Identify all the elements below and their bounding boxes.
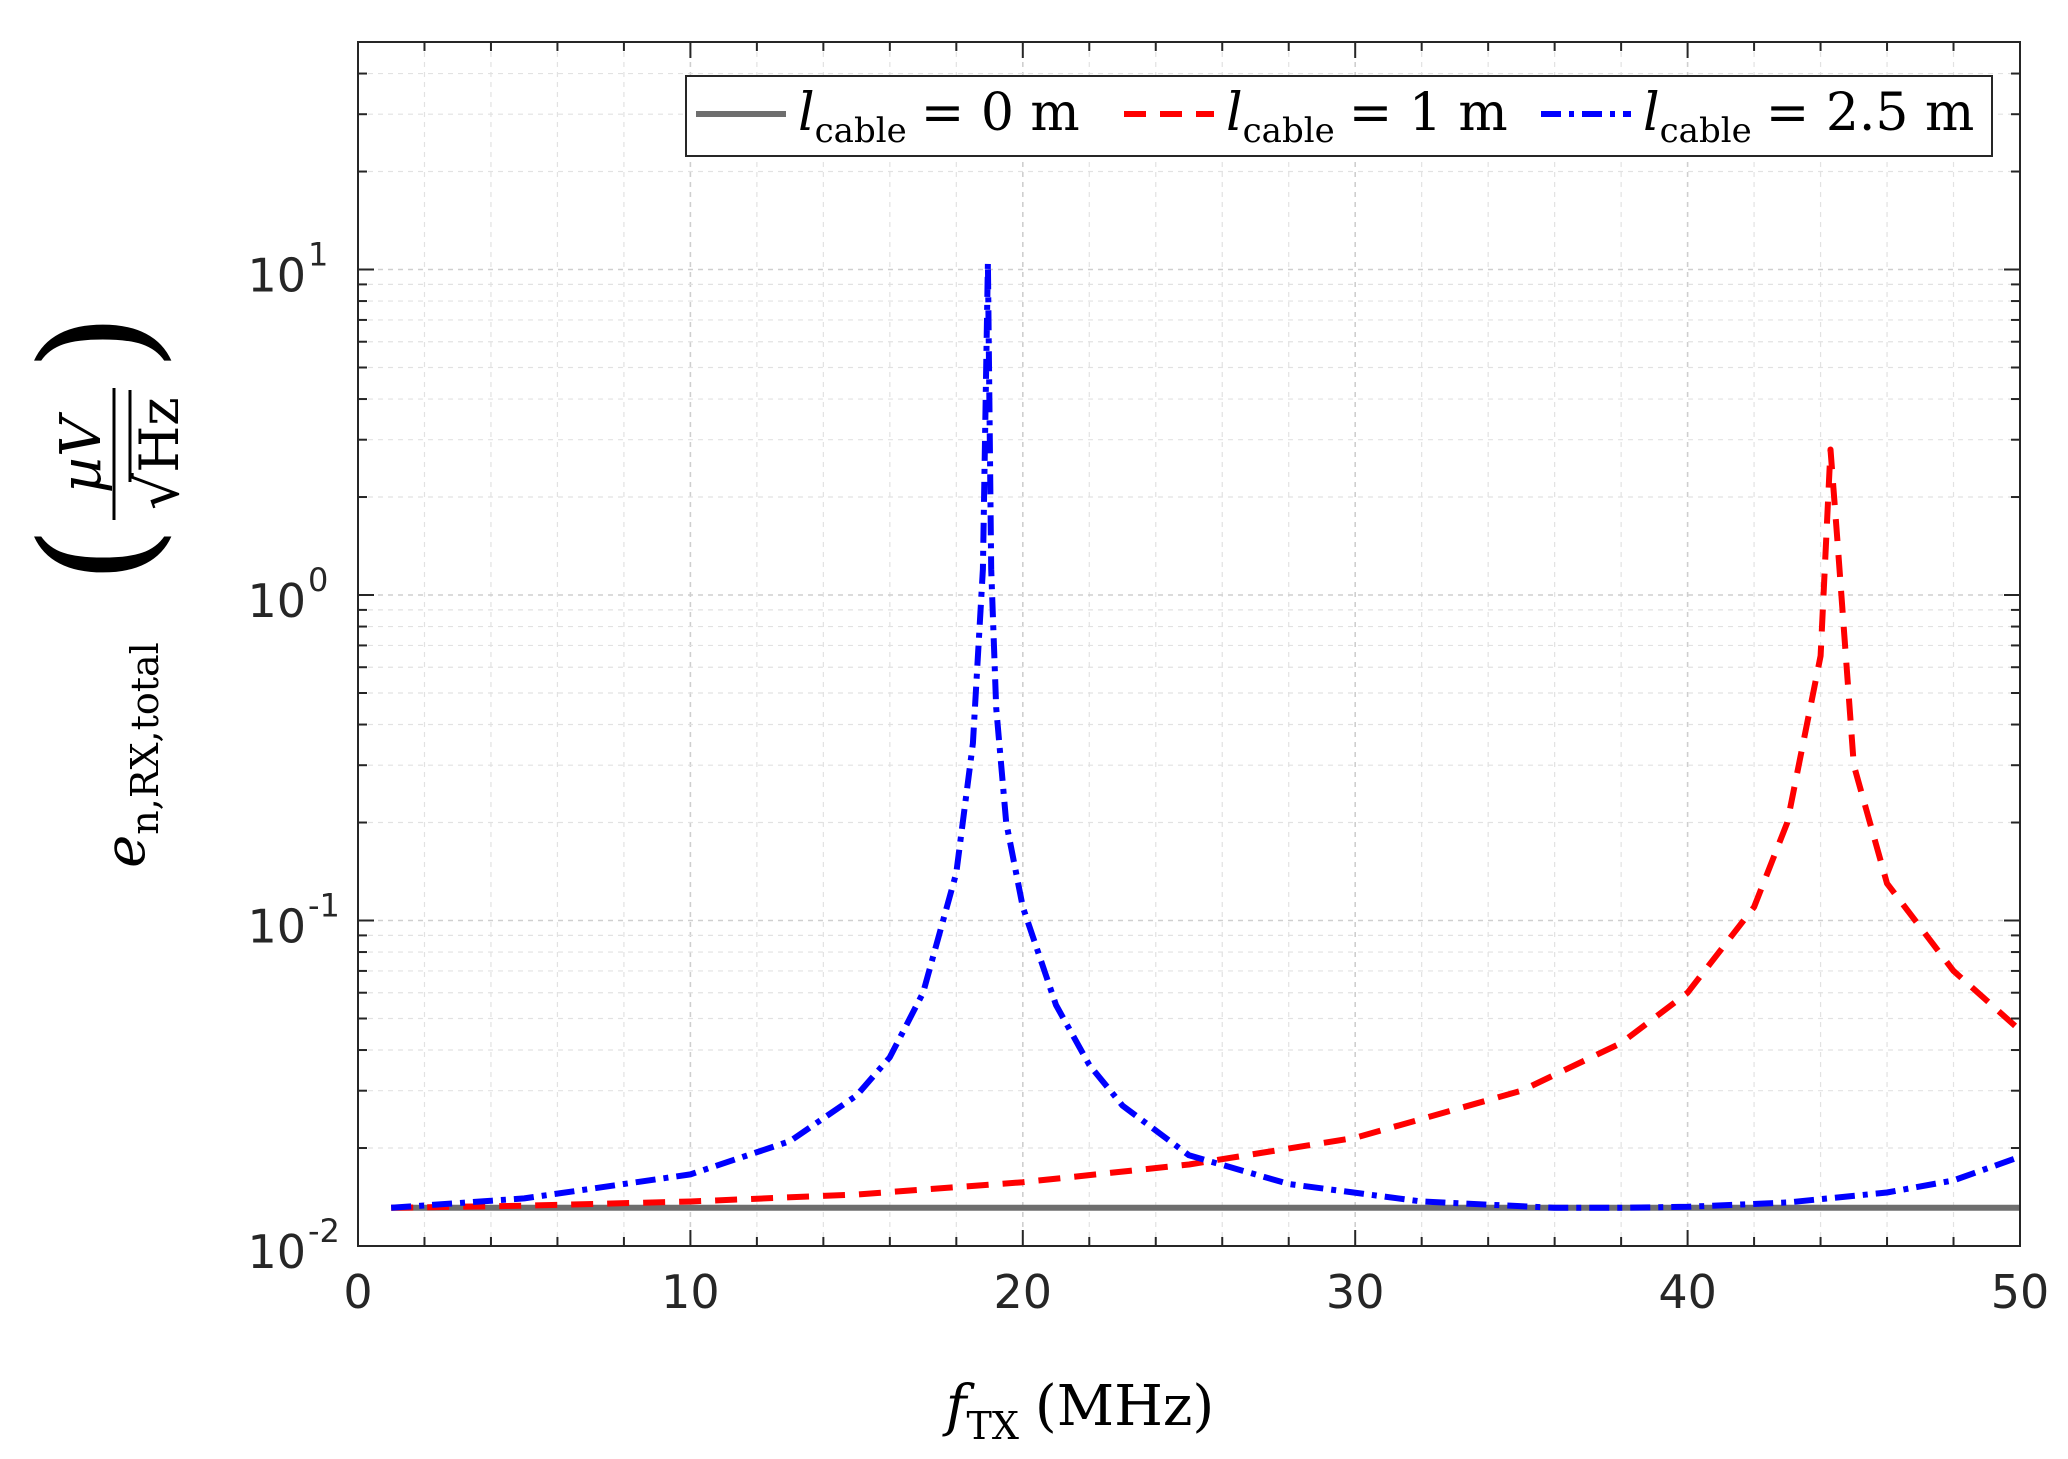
svg-text:en,RX,total: en,RX,total xyxy=(93,642,167,868)
x-label-subscript: TX xyxy=(966,1404,1018,1448)
plot-lines xyxy=(390,259,2020,1211)
y-tick-base: 10 xyxy=(247,249,306,303)
left-paren: ( xyxy=(10,526,184,585)
y-tick-base: 10 xyxy=(247,900,306,954)
legend-entry-1: lcable = 1 m xyxy=(1124,83,1508,151)
legend-symbol: l xyxy=(798,83,815,143)
y-axis-label: en,RX,total ( µV √ Hz ) xyxy=(10,313,192,868)
series-line-1 xyxy=(391,446,2020,1211)
legend-entry-0: lcable = 0 m xyxy=(696,83,1080,151)
y-tick-exponent: 0 xyxy=(308,561,328,599)
series-line-2 xyxy=(390,259,2020,1211)
y-label-symbol: e xyxy=(93,835,158,868)
y-tick-label: 10 -1 xyxy=(247,887,339,954)
legend-subscript: cable xyxy=(1660,111,1752,151)
y-label-numerator: µV xyxy=(49,411,114,493)
y-tick-label: 10 1 xyxy=(247,236,328,303)
svg-text:lcable= 2.5 m: lcable = 2.5 m xyxy=(1643,83,1974,151)
legend-value: = 0 m xyxy=(921,83,1080,143)
y-tick-exponent: 1 xyxy=(308,236,328,274)
x-tick-label: 10 xyxy=(661,1265,720,1319)
x-axis-label: fTX (MHz) xyxy=(942,1374,1215,1448)
y-tick-base: 10 xyxy=(247,1225,306,1279)
svg-text:lcable= 1 m: lcable = 1 m xyxy=(1226,83,1508,151)
y-tick-exponent: -1 xyxy=(308,887,340,925)
right-paren: ) xyxy=(10,313,184,372)
legend-value: = 2.5 m xyxy=(1766,83,1975,143)
y-tick-label: 10 -2 xyxy=(247,1212,339,1279)
grid xyxy=(358,42,2020,1246)
x-tick-label: 20 xyxy=(994,1265,1053,1319)
y-tick-base: 10 xyxy=(247,574,306,628)
x-tick-label: 0 xyxy=(343,1265,372,1319)
sqrt-sign: √ xyxy=(124,473,192,510)
y-label-denominator: Hz xyxy=(128,397,191,473)
x-tick-label: 30 xyxy=(1326,1265,1385,1319)
y-tick-label: 10 0 xyxy=(247,561,328,628)
x-tick-label: 50 xyxy=(1991,1265,2050,1319)
legend-entry-2: lcable = 2.5 m xyxy=(1541,83,1974,151)
svg-text:lcable= 0 m: lcable = 0 m xyxy=(798,83,1080,151)
axes-box xyxy=(357,41,2021,1247)
y-tick-exponent: -2 xyxy=(308,1212,340,1250)
legend-subscript: cable xyxy=(1243,111,1335,151)
x-label-units: (MHz) xyxy=(1035,1374,1214,1439)
legend: lcable = 0 m lcable = 1 m lcable = 2.5 m xyxy=(685,75,1993,157)
legend-symbol: l xyxy=(1643,83,1660,143)
legend-symbol: l xyxy=(1226,83,1243,143)
legend-box xyxy=(685,75,1993,157)
y-label-subscript: n,RX,total xyxy=(123,642,167,835)
x-tick-labels: 0 10 20 30 40 50 xyxy=(343,1265,2049,1319)
x-tick-label: 40 xyxy=(1658,1265,1717,1319)
axis-ticks xyxy=(357,41,2021,1247)
legend-subscript: cable xyxy=(815,111,907,151)
legend-value: = 1 m xyxy=(1349,83,1508,143)
